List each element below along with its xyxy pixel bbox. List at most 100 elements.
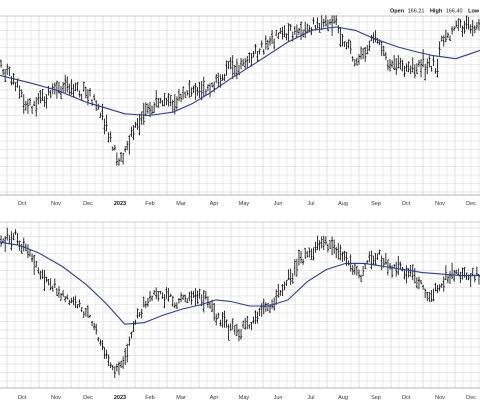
price-bar [20,243,23,254]
price-bar [295,258,298,277]
price-bar [126,343,129,363]
price-bar [432,55,435,67]
price-bar [312,247,315,261]
x-axis-ticks: Oct Nov Dec 2023 Feb Mar Apr May Jun Jul Aug Sep Oct… [18,201,476,207]
x-tick-label: Jul [307,201,314,207]
price-bar [169,95,172,107]
price-bar [457,268,460,276]
price-bar [115,152,118,166]
svg-text:Open 166.21 High: Open 166.21 High 166.40 Low 164 [390,9,480,15]
price-bar [279,290,282,296]
price-bar [155,287,158,300]
price-bar [18,85,21,99]
price-bar [163,93,166,107]
price-bar [256,50,259,62]
price-bar [264,35,267,50]
price-bar [244,58,247,69]
price-bar [74,82,77,92]
price-bar [177,298,181,304]
price-bar [395,58,398,75]
price-bar [428,291,431,302]
price-bar [343,41,346,47]
price-bar [111,365,114,371]
price-bar [353,262,356,275]
price-bar [103,347,106,359]
price-bar [471,19,474,37]
price-bar [415,277,418,289]
price-bar [53,278,56,288]
x-tick-label: Aug [338,395,348,400]
x-tick-label: Oct [18,395,27,400]
price-bar [109,362,112,369]
price-bar [258,48,261,55]
price-bar [0,59,3,68]
price-bar [208,301,212,309]
price-bar [68,83,71,96]
price-bar [33,100,36,107]
price-bar [446,275,450,284]
price-bar [159,97,162,104]
price-bar [413,64,416,79]
price-bar [190,290,193,305]
price-bar [221,311,224,328]
price-bar [57,81,61,94]
price-bar [179,292,183,303]
price-bar [270,29,274,45]
x-tick-label: Apr [210,201,219,207]
price-bar [386,59,390,71]
price-bar [475,266,478,276]
price-bar [10,231,13,251]
price-bar [409,65,412,75]
price-bar [242,320,245,329]
price-bar [302,259,305,265]
price-bar [337,242,340,260]
price-bar [428,55,431,68]
price-bar [138,113,141,136]
x-tick-label: Aug [338,201,348,207]
price-bar [281,284,284,296]
high-value: 166.40 [446,9,463,15]
price-bar [295,24,298,38]
price-bar [270,299,274,309]
price-bar [221,74,224,81]
price-bar [146,297,150,307]
price-bar [442,35,445,47]
price-bar [122,356,125,369]
price-bar [78,90,81,98]
price-bar [459,18,462,28]
price-bar [248,324,251,329]
price-bar [254,310,257,325]
price-bar [30,253,34,263]
price-bar [351,264,354,275]
price-bar [415,63,418,74]
price-bar [64,295,67,303]
price-bar [399,57,402,70]
price-bar [359,274,363,283]
price-bar [194,288,197,307]
price-bar [198,81,201,99]
price-bar [260,40,263,48]
price-bar [213,303,216,321]
price-bar [281,26,284,40]
price-bar [86,305,90,318]
price-bar [90,99,94,106]
x-tick-label: Dec [466,201,476,207]
price-bar [461,25,464,37]
price-bar [130,331,133,339]
price-bar [268,36,272,46]
price-bar [126,140,129,151]
x-tick-label: Nov [435,201,445,207]
price-bar [20,89,23,98]
price-bar [84,86,87,99]
price-bar [128,336,131,346]
price-bar [330,15,334,36]
price-bar [95,100,98,111]
price-bar [395,261,398,277]
price-bar [192,85,195,94]
price-bar [173,302,176,309]
price-bar [157,291,160,302]
x-tick-label: 2023 [114,395,126,400]
price-bar [455,269,458,274]
price-bar [167,287,170,302]
price-bar [155,90,158,108]
